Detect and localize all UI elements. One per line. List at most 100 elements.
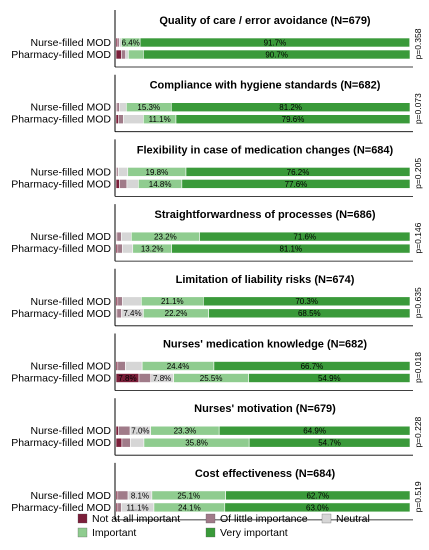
p-value: p=0.519 bbox=[413, 481, 423, 512]
category-label: Pharmacy-filled MOD bbox=[11, 308, 111, 320]
category-label: Nurse-filled MOD bbox=[30, 490, 111, 502]
legend-label: Important bbox=[92, 527, 136, 539]
data-label: 19.8% bbox=[146, 168, 169, 177]
category-label: Pharmacy-filled MOD bbox=[11, 243, 111, 255]
data-label: 25.1% bbox=[177, 491, 200, 500]
panel-title: Compliance with hygiene standards (N=682… bbox=[150, 80, 381, 92]
data-label: 54.7% bbox=[318, 439, 341, 448]
bar-segment bbox=[116, 231, 122, 242]
legend-swatch bbox=[77, 527, 88, 538]
data-label: 64.9% bbox=[303, 427, 326, 436]
data-label: 7.4% bbox=[123, 309, 141, 318]
bar-segment bbox=[117, 296, 123, 307]
data-label: 23.3% bbox=[174, 427, 197, 436]
bar-segment bbox=[120, 231, 132, 242]
category-label: Pharmacy-filled MOD bbox=[11, 502, 111, 514]
p-value: p=0.635 bbox=[413, 287, 423, 318]
bar-segment bbox=[121, 437, 131, 448]
bar-segment bbox=[170, 102, 411, 112]
legend-swatch bbox=[321, 513, 332, 524]
data-label: 91.7% bbox=[264, 38, 287, 47]
bar-segment bbox=[115, 179, 120, 189]
legend-swatch bbox=[77, 513, 88, 524]
bar-segment bbox=[116, 308, 122, 319]
panel-title: Quality of care / error avoidance (N=679… bbox=[159, 15, 371, 27]
data-label: 62.7% bbox=[306, 491, 329, 500]
data-label: 66.7% bbox=[301, 362, 324, 371]
category-label: Pharmacy-filled MOD bbox=[11, 178, 111, 190]
category-label: Nurse-filled MOD bbox=[30, 296, 111, 308]
data-label: 22.2% bbox=[165, 309, 188, 318]
bar-segment bbox=[118, 167, 129, 177]
category-label: Nurse-filled MOD bbox=[30, 231, 111, 243]
panel-title: Straightforwardness of processes (N=686) bbox=[155, 209, 376, 221]
p-value: p=0.228 bbox=[413, 416, 423, 447]
data-label: 63.0% bbox=[306, 503, 329, 512]
data-label: 54.9% bbox=[318, 374, 341, 383]
bar-segment bbox=[208, 308, 411, 319]
data-label: 24.1% bbox=[178, 503, 201, 512]
data-label: 8.1% bbox=[131, 491, 149, 500]
category-label: Nurse-filled MOD bbox=[30, 102, 111, 114]
data-label: 70.3% bbox=[295, 297, 318, 306]
category-label: Pharmacy-filled MOD bbox=[11, 373, 111, 385]
category-label: Pharmacy-filled MOD bbox=[11, 49, 111, 61]
panel-title: Flexibility in case of medication change… bbox=[137, 144, 394, 156]
bar-segment bbox=[117, 243, 123, 254]
bar-segment bbox=[117, 361, 126, 371]
legend-label: Neutral bbox=[336, 513, 370, 525]
bar-segment bbox=[115, 437, 123, 448]
bar-segment bbox=[125, 361, 143, 371]
bar-segment bbox=[125, 49, 129, 60]
bar-segment bbox=[203, 296, 411, 307]
data-label: 7.0% bbox=[131, 427, 149, 436]
bar-segment bbox=[138, 373, 151, 383]
bar-segment bbox=[128, 49, 144, 60]
data-label: 68.5% bbox=[298, 309, 321, 318]
bar-segment bbox=[218, 425, 411, 436]
category-label: Nurse-filled MOD bbox=[30, 425, 111, 437]
data-label: 11.1% bbox=[149, 115, 171, 124]
bar-segment bbox=[225, 490, 411, 501]
p-value: p=0.205 bbox=[413, 158, 423, 189]
p-value: p=0.018 bbox=[413, 352, 423, 383]
data-label: 81.2% bbox=[279, 103, 302, 112]
bar-segment bbox=[118, 425, 131, 436]
panel-title: Cost effectiveness (N=684) bbox=[195, 468, 336, 480]
p-value: p=0.073 bbox=[413, 93, 423, 124]
data-label: 21.1% bbox=[161, 297, 184, 306]
bar-segment bbox=[116, 102, 120, 112]
data-label: 81.1% bbox=[279, 245, 302, 254]
data-label: 14.8% bbox=[149, 180, 172, 189]
bar-segment bbox=[117, 490, 129, 501]
panel-title: Nurses' motivation (N=679) bbox=[194, 403, 336, 415]
p-value: p=0.358 bbox=[413, 28, 423, 59]
category-label: Nurse-filled MOD bbox=[30, 166, 111, 178]
data-label: 71.6% bbox=[293, 233, 316, 242]
category-label: Pharmacy-filled MOD bbox=[11, 114, 111, 126]
bar-segment bbox=[248, 373, 411, 383]
bar-segment bbox=[199, 231, 411, 242]
data-label: 24.4% bbox=[167, 362, 190, 371]
bar-segment bbox=[130, 437, 145, 448]
bar-segment bbox=[213, 361, 411, 371]
legend-swatch bbox=[205, 513, 216, 524]
bar-segment bbox=[123, 114, 144, 124]
legend-label: Not at all important bbox=[92, 513, 180, 525]
bar-segment bbox=[115, 114, 119, 124]
bar-segment bbox=[224, 502, 411, 513]
bar-segment bbox=[115, 49, 122, 60]
p-value: p=0.146 bbox=[413, 222, 423, 253]
data-label: 76.2% bbox=[287, 168, 310, 177]
data-label: 23.2% bbox=[154, 233, 177, 242]
category-label: Pharmacy-filled MOD bbox=[11, 437, 111, 449]
panel-title: Limitation of liability risks (N=674) bbox=[176, 274, 355, 286]
data-label: 7.8% bbox=[118, 374, 136, 383]
data-label: 11.1% bbox=[127, 503, 149, 512]
bar-segment bbox=[143, 49, 411, 60]
bar-segment bbox=[248, 437, 411, 448]
legend-swatch bbox=[205, 527, 216, 538]
data-label: 25.5% bbox=[200, 374, 223, 383]
bar-segment bbox=[119, 179, 128, 189]
